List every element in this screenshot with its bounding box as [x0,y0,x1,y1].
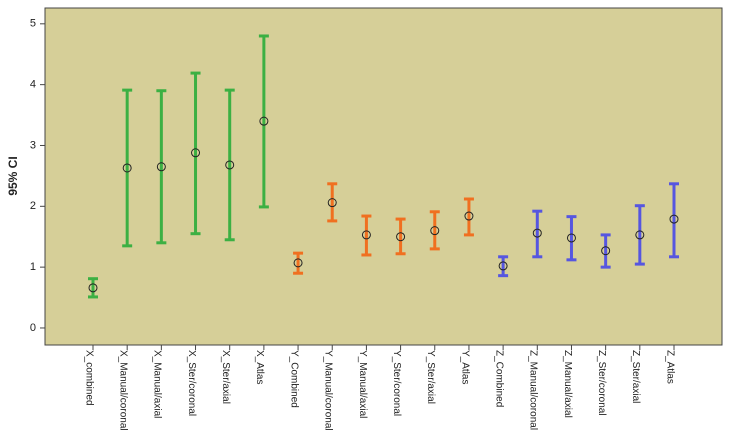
x-tick-label: Z_Ster/coronal [596,350,607,416]
x-tick-label: X_combined [83,350,94,406]
mean-marker [396,232,406,242]
mean-marker [191,148,201,158]
x-tick-label: Y_Atlas [459,350,470,384]
mean-marker [156,162,166,172]
x-tick-label: X_Manual/axial [152,350,163,418]
x-tick-label: Y_Manual/coronal [323,350,334,430]
mean-marker [122,163,132,173]
y-tick-label: 1 [30,261,36,273]
x-tick-label: X_Manual/coronal [118,350,129,430]
mean-marker [327,198,337,208]
mean-marker [635,230,645,240]
x-tick-label: Y_Combined [288,350,299,408]
mean-marker [601,246,611,256]
mean-marker [430,226,440,236]
y-tick-label: 5 [30,18,36,30]
x-tick-label: Z_Atlas [664,350,675,384]
mean-marker [566,233,576,243]
x-tick-label: X_Ster/coronal [186,350,197,416]
plot-area [44,7,723,346]
x-tick-label: Z_Manual/coronal [528,350,539,430]
x-tick-label: Z_Combined [493,350,504,407]
mean-marker [259,116,269,126]
x-tick-label: Y_Ster/coronal [391,350,402,416]
mean-marker [225,160,235,170]
mean-marker [532,228,542,238]
y-tick-label: 0 [30,322,36,334]
x-tick-label: X_Ster/axial [220,350,231,404]
x-tick-label: Y_Manual/axial [357,350,368,418]
mean-marker [88,283,98,293]
mean-marker [498,261,508,271]
x-tick-label: Z_Ster/axial [630,350,641,403]
mean-marker [464,211,474,221]
x-tick-label: Z_Manual/axial [562,350,573,418]
y-tick-label: 2 [30,200,36,212]
y-tick-label: 4 [30,79,36,91]
mean-marker [293,258,303,268]
mean-marker [669,214,679,224]
mean-marker [361,230,371,240]
y-axis-label: 95% CI [6,156,20,195]
x-tick-label: X_Atlas [254,350,265,384]
y-tick-label: 3 [30,139,36,151]
x-tick-label: Y_Ster/axial [425,350,436,404]
